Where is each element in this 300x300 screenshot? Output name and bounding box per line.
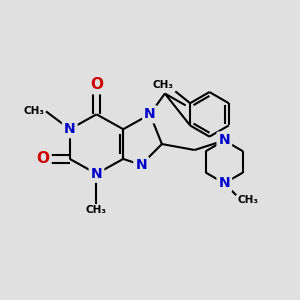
Text: O: O xyxy=(37,152,50,166)
Text: CH₃: CH₃ xyxy=(86,205,107,215)
Text: CH₃: CH₃ xyxy=(153,80,174,90)
Text: N: N xyxy=(64,122,76,136)
Text: O: O xyxy=(90,77,103,92)
Text: CH₃: CH₃ xyxy=(238,195,259,205)
Text: CH₃: CH₃ xyxy=(23,106,44,116)
Text: N: N xyxy=(218,176,230,190)
Text: N: N xyxy=(144,107,156,121)
Text: N: N xyxy=(135,158,147,172)
Text: N: N xyxy=(91,167,102,181)
Text: N: N xyxy=(218,134,230,148)
